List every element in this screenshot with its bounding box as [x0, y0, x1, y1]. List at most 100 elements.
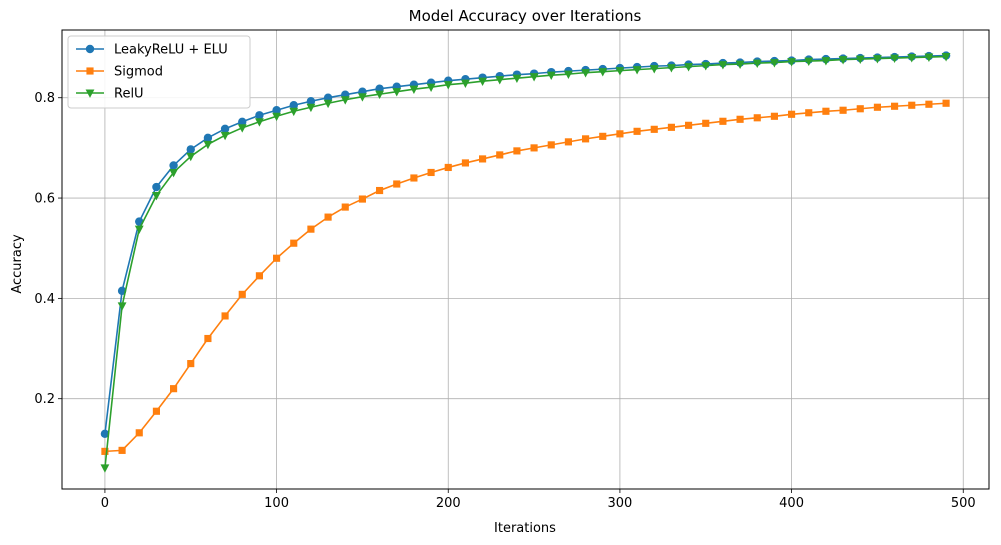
data-point [564, 138, 572, 146]
data-point [101, 447, 109, 455]
data-point [598, 68, 608, 77]
data-point [873, 103, 881, 111]
data-point [409, 85, 419, 95]
data-point [272, 112, 281, 122]
data-point [272, 106, 281, 115]
data-point [376, 186, 384, 195]
x-axis-title: Iterations [494, 521, 556, 536]
data-point [238, 117, 247, 127]
data-point [134, 225, 144, 235]
data-point [925, 100, 933, 108]
x-tick-label: 200 [436, 496, 461, 511]
data-point [718, 61, 728, 70]
data-point [100, 429, 110, 439]
data-point [255, 272, 263, 280]
data-point [752, 59, 762, 68]
series-line [104, 55, 947, 469]
x-tick-label: 0 [101, 496, 109, 511]
data-point [547, 141, 555, 149]
data-point [564, 70, 573, 79]
data-point [306, 97, 316, 106]
data-point [513, 147, 521, 155]
legend-item: RelU [76, 87, 144, 102]
legend-box [67, 35, 251, 109]
x-tick-label: 500 [951, 496, 976, 511]
data-point [237, 124, 247, 133]
legend-label: Sigmod [114, 65, 163, 80]
data-point [443, 81, 453, 90]
data-point [684, 63, 693, 72]
legend-marker [86, 67, 94, 75]
data-point [358, 93, 367, 102]
data-point [203, 140, 213, 150]
data-point [941, 53, 951, 62]
data-point [203, 133, 213, 143]
data-point [461, 159, 469, 167]
data-point [152, 192, 161, 201]
data-point [667, 64, 676, 73]
series-3 [100, 53, 951, 473]
data-point [358, 195, 366, 203]
data-point [152, 182, 161, 192]
data-point [169, 161, 178, 170]
series-2 [101, 99, 950, 455]
x-tick-label: 100 [264, 496, 289, 511]
data-point [392, 88, 402, 97]
legend-item: LeakyReLU + ELU [76, 43, 228, 58]
data-point [220, 124, 230, 134]
data-point [753, 114, 761, 122]
data-point [667, 123, 675, 131]
data-point [289, 107, 299, 117]
axis-ticks: 0 100 200 300 400 500 0.2 0.4 0.6 0.8 [34, 91, 975, 511]
data-point [770, 59, 779, 68]
plot-series [100, 51, 951, 473]
data-point [942, 99, 950, 107]
data-point [890, 54, 899, 63]
grid [62, 30, 989, 489]
data-point [393, 180, 401, 188]
data-point [186, 152, 196, 162]
data-point [340, 96, 350, 105]
data-point [186, 145, 195, 154]
legend-label: RelU [114, 87, 144, 102]
data-point [735, 60, 745, 69]
data-point [220, 131, 230, 141]
data-point [410, 174, 418, 182]
y-tick-label: 0.8 [34, 91, 55, 106]
data-point [255, 118, 264, 127]
data-point [736, 115, 744, 123]
data-point [495, 76, 505, 85]
data-point [615, 67, 625, 76]
y-tick-label: 0.6 [34, 192, 55, 207]
data-point [616, 130, 624, 138]
data-point [719, 117, 727, 125]
data-point [804, 57, 814, 66]
data-point [891, 102, 899, 110]
data-point [306, 103, 316, 113]
data-point [238, 290, 246, 298]
x-tick-label: 400 [779, 496, 804, 511]
data-point [633, 127, 641, 135]
data-point [855, 55, 865, 64]
chart-title: Model Accuracy over Iterations [409, 7, 642, 25]
y-tick-label: 0.4 [34, 292, 55, 307]
data-point [290, 239, 298, 247]
data-point [100, 464, 110, 473]
legend-marker [85, 89, 95, 98]
data-point [856, 105, 864, 113]
data-point [822, 107, 830, 115]
data-point [685, 121, 693, 129]
data-point [169, 168, 178, 178]
legend-label: LeakyReLU + ELU [114, 43, 228, 58]
data-point [152, 407, 160, 415]
data-point [701, 62, 711, 71]
data-point [461, 79, 470, 89]
y-axis-title: Accuracy [10, 234, 25, 294]
data-point [546, 71, 556, 80]
data-point [255, 111, 264, 120]
data-point [187, 360, 195, 368]
data-point [444, 163, 452, 172]
data-point [341, 203, 349, 211]
data-point [289, 101, 298, 110]
